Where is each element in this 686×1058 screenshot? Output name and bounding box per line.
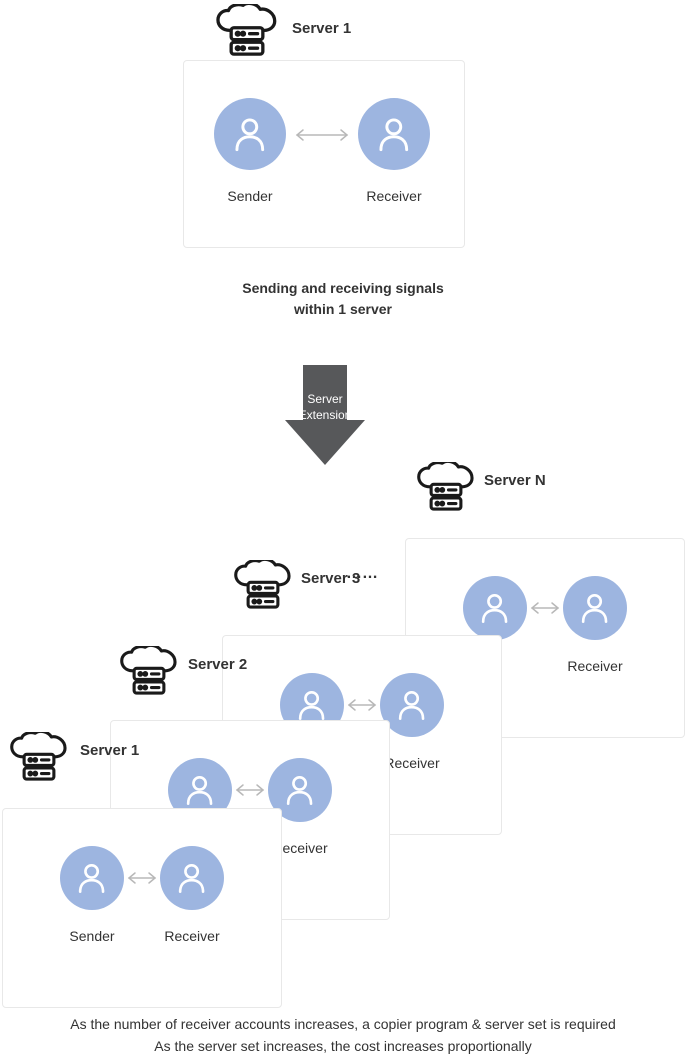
server-label: Server 1 — [80, 742, 139, 759]
server-label: Server 2 — [188, 656, 247, 673]
cloud-server-icon — [118, 646, 180, 702]
top-sender-label: Sender — [200, 188, 300, 204]
server-extension-arrow-label: ServerExtension — [295, 392, 355, 423]
double-arrow-icon — [126, 871, 158, 890]
footer-line-1: As the number of receiver accounts incre… — [70, 1016, 615, 1032]
footer-line-2: As the server set increases, the cost in… — [154, 1038, 531, 1054]
cloud-server-icon — [214, 4, 280, 63]
double-arrow-icon — [346, 698, 378, 717]
cloud-server-icon — [415, 462, 477, 518]
top-receiver — [358, 98, 430, 170]
double-arrow-icon — [294, 128, 350, 147]
receiver-node — [160, 846, 224, 910]
footer-caption: As the number of receiver accounts incre… — [0, 1013, 686, 1058]
receiver-label: Receiver — [545, 658, 645, 674]
ellipsis: …… — [346, 565, 378, 583]
server-label: Server N — [484, 472, 546, 489]
server-card — [2, 808, 282, 1008]
caption-line-2: within 1 server — [294, 301, 392, 317]
caption-line-1: Sending and receiving signals — [242, 280, 444, 296]
top-caption: Sending and receiving signals within 1 se… — [0, 278, 686, 320]
sender-label: Sender — [42, 928, 142, 944]
receiver-node — [563, 576, 627, 640]
top-sender — [214, 98, 286, 170]
double-arrow-icon — [234, 783, 266, 802]
user-node — [463, 576, 527, 640]
cloud-server-icon — [232, 560, 294, 616]
receiver-label: Receiver — [142, 928, 242, 944]
top-receiver-label: Receiver — [344, 188, 444, 204]
double-arrow-icon — [529, 601, 561, 620]
server-1-label-top: Server 1 — [292, 20, 351, 37]
sender-node — [60, 846, 124, 910]
cloud-server-icon — [8, 732, 70, 788]
